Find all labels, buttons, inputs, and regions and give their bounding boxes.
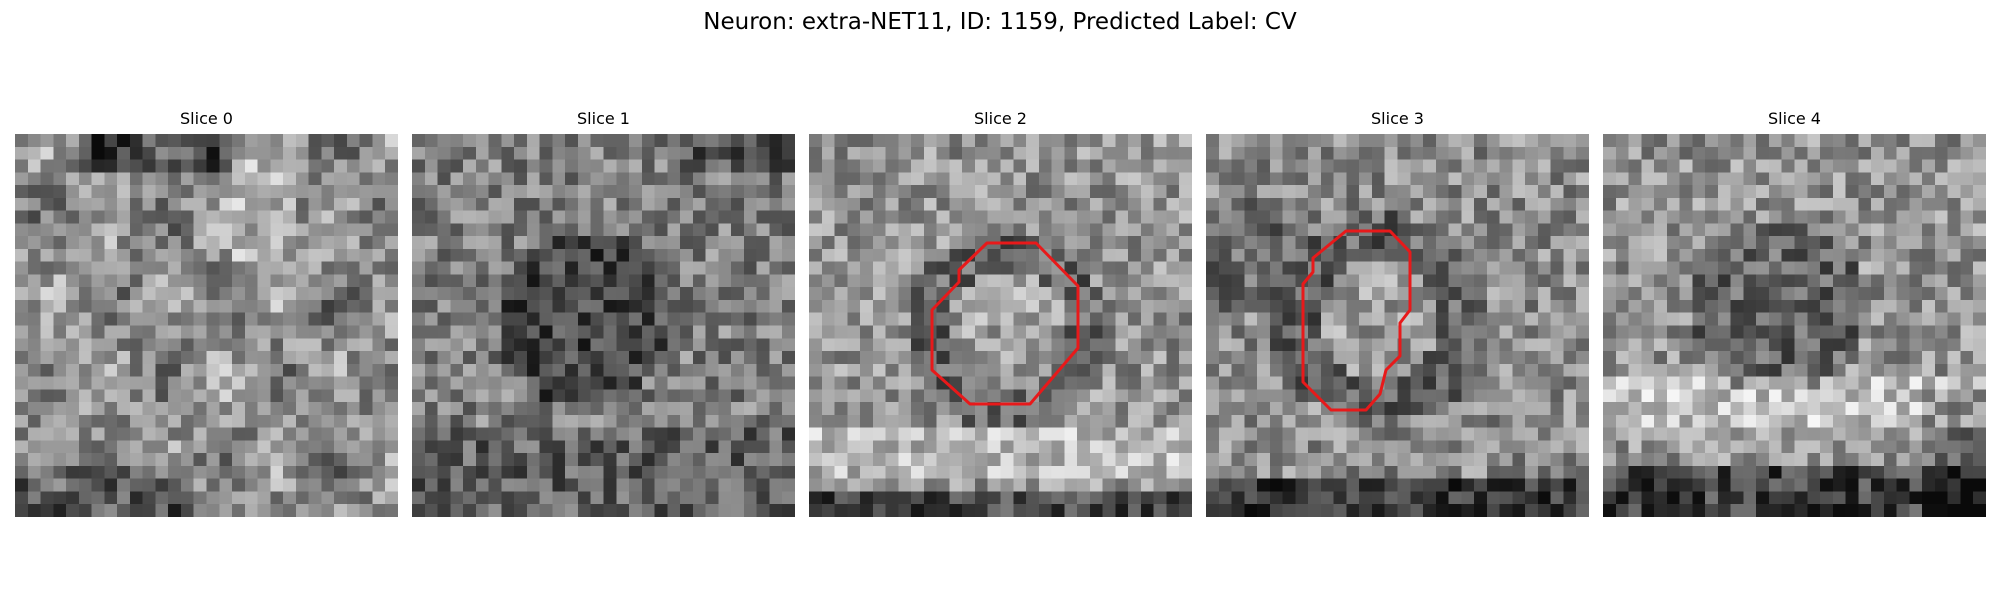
slice-image-3 [1206, 134, 1589, 517]
slice-panel-2: Slice 2 [809, 108, 1192, 517]
slice-image-1 [412, 134, 795, 517]
slice-panel-3: Slice 3 [1206, 108, 1589, 517]
slice-title-3: Slice 3 [1371, 109, 1424, 128]
slice-title-2: Slice 2 [974, 109, 1027, 128]
slice-image-0 [15, 134, 398, 517]
slice-image-4 [1603, 134, 1986, 517]
slice-panel-1: Slice 1 [412, 108, 795, 517]
slice-image-2 [809, 134, 1192, 517]
slice-panel-0: Slice 0 [15, 108, 398, 517]
figure-title: Neuron: extra-NET11, ID: 1159, Predicted… [703, 9, 1297, 35]
slice-title-1: Slice 1 [577, 109, 630, 128]
slice-title-0: Slice 0 [180, 109, 233, 128]
slice-title-4: Slice 4 [1768, 109, 1821, 128]
slice-panel-4: Slice 4 [1603, 108, 1986, 517]
